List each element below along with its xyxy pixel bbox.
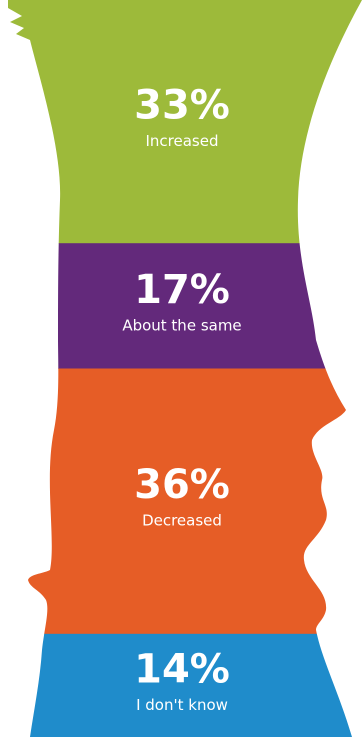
segment	[8, 633, 362, 737]
category-label: Increased	[145, 132, 218, 150]
percent-label: 36%	[134, 462, 230, 508]
percent-label: 33%	[134, 83, 230, 129]
category-label: I don't know	[136, 696, 228, 714]
percent-label: 14%	[134, 646, 230, 692]
category-label: About the same	[122, 316, 241, 334]
labels: 33% Increased 17% About the same 36% Decrease…	[122, 83, 241, 714]
category-label: Decreased	[142, 512, 222, 530]
percent-label: 17%	[134, 267, 230, 313]
segment	[8, 368, 362, 635]
